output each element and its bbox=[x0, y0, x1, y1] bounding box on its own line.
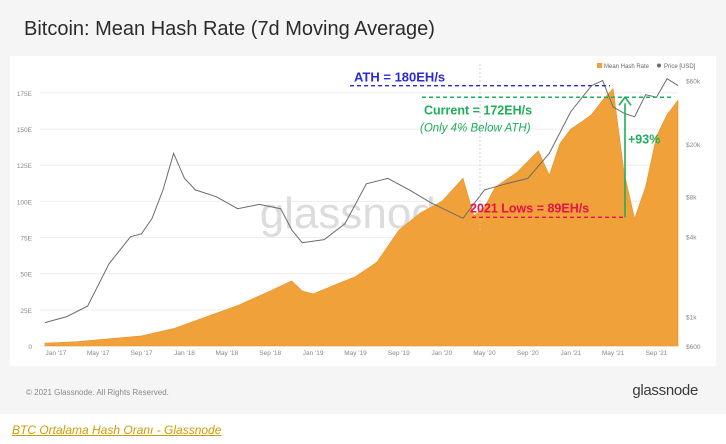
x-tick-label: Jan '18 bbox=[174, 350, 195, 357]
y-left-tick-label: 125E bbox=[17, 163, 33, 170]
x-tick-label: May '21 bbox=[602, 350, 625, 357]
ath-label: ATH = 180EH/s bbox=[354, 70, 445, 85]
y-right-tick-label: $20k bbox=[686, 142, 701, 149]
legend-label-price: Price [USD] bbox=[664, 64, 696, 70]
x-tick-label: Jan '17 bbox=[45, 350, 66, 357]
current-label: Current = 172EH/s bbox=[424, 103, 532, 117]
x-tick-label: May '17 bbox=[87, 350, 110, 357]
x-tick-label: Jan '19 bbox=[303, 350, 324, 357]
y-left-tick-label: 50E bbox=[20, 272, 32, 279]
current-note: (Only 4% Below ATH) bbox=[420, 122, 531, 134]
legend-swatch-hash bbox=[597, 63, 602, 68]
plot-area: 0 25E 50E 75E 100E 125E 150E 175E glassnode $600 $… bbox=[10, 56, 716, 366]
y-left-tick-label: 75E bbox=[20, 236, 32, 243]
legend-label-hash: Mean Hash Rate bbox=[604, 64, 650, 70]
y-left-tick-label: 100E bbox=[17, 199, 33, 206]
x-tick-label: Sep '17 bbox=[131, 350, 153, 357]
change-label: +93% bbox=[628, 133, 660, 147]
glassnode-logo: glassnode bbox=[632, 382, 698, 399]
price-line bbox=[44, 77, 679, 324]
y-left-tick-label: 175E bbox=[17, 91, 33, 98]
x-tick-label: Jan '21 bbox=[560, 350, 581, 357]
x-tick-label: Jan '20 bbox=[431, 350, 452, 357]
y-right-tick-label: $1k bbox=[686, 315, 697, 322]
y-right-tick-label: $4k bbox=[686, 235, 697, 242]
y-left-tick-label: 0 bbox=[28, 344, 32, 351]
x-tick-label: Sep '18 bbox=[259, 350, 281, 357]
y-left-tick-label: 150E bbox=[17, 127, 33, 134]
copyright-text: © 2021 Glassnode. All Rights Reserved. bbox=[26, 388, 169, 397]
x-tick-label: Sep '21 bbox=[646, 350, 668, 357]
x-tick-label: Sep '19 bbox=[388, 350, 410, 357]
source-caption-link[interactable]: BTC Ortalama Hash Oranı - Glassnode bbox=[12, 423, 222, 437]
chart-title: Bitcoin: Mean Hash Rate (7d Moving Avera… bbox=[24, 18, 435, 40]
y-right-tick-label: $60k bbox=[686, 79, 701, 86]
y-right-tick-label: $600 bbox=[686, 344, 701, 351]
x-tick-label: May '18 bbox=[216, 350, 239, 357]
legend-swatch-price bbox=[657, 63, 661, 68]
chart-card: Bitcoin: Mean Hash Rate (7d Moving Avera… bbox=[10, 18, 716, 399]
x-tick-label: Sep '20 bbox=[517, 350, 539, 357]
lows-label: 2021 Lows = 89EH/s bbox=[470, 201, 589, 215]
x-tick-label: May '20 bbox=[473, 350, 496, 357]
y-right-tick-label: $8k bbox=[686, 195, 697, 202]
change-arrow-head bbox=[618, 95, 632, 106]
hash-rate-area bbox=[44, 87, 679, 347]
hash-rate-chart: 025E50E75E100E125E150E175Eglassnode$600$… bbox=[17, 63, 701, 357]
y-left-tick-label: 25E bbox=[20, 308, 32, 315]
x-tick-label: May '19 bbox=[344, 350, 367, 357]
